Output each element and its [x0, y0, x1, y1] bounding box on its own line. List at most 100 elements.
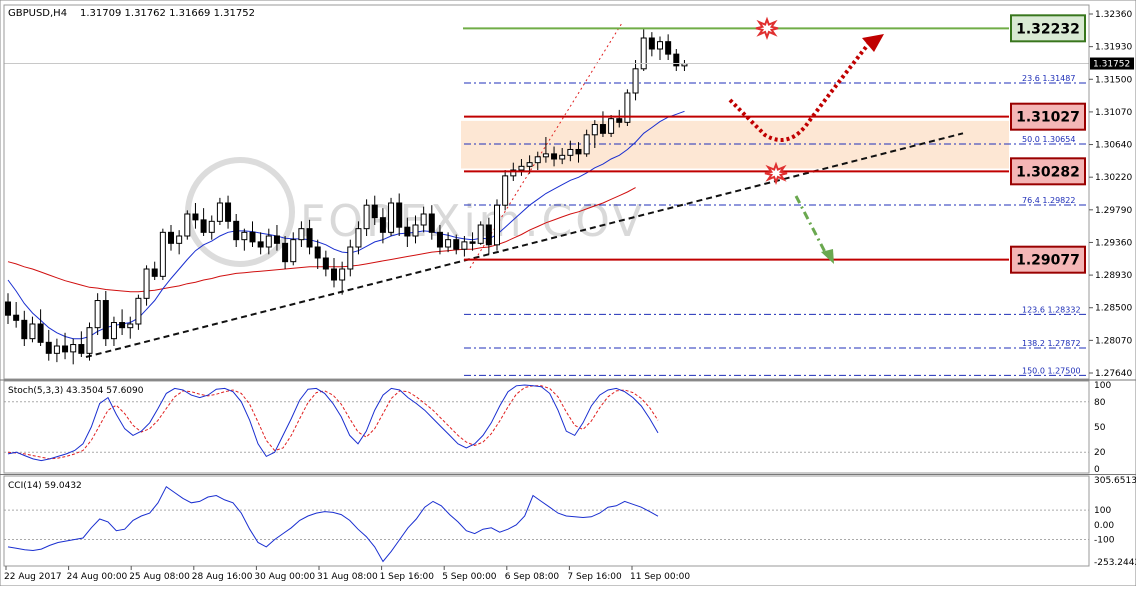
price-tick-label: 1.28930 [1095, 271, 1132, 281]
cci-tick-label: -100 [1094, 536, 1115, 546]
candle [176, 235, 183, 244]
candle [665, 41, 672, 55]
time-tick-label: 1 Sep 16:00 [380, 572, 435, 582]
candle [673, 53, 680, 67]
candle [379, 217, 386, 233]
candle [94, 300, 101, 329]
time-tick-label: 24 Aug 00:00 [67, 572, 128, 582]
time-tick-label: 22 Aug 2017 [4, 572, 62, 582]
candle [583, 134, 590, 155]
candle [322, 257, 329, 270]
price-tick-label: 1.28500 [1095, 304, 1132, 314]
level-label-1.31027: 1.31027 [1016, 110, 1080, 126]
stochastic-tick-label: 80 [1094, 398, 1106, 408]
candle [78, 344, 85, 354]
candle [21, 319, 28, 340]
cci-label: CCI(14) 59.0432 [8, 481, 82, 491]
candle [657, 41, 663, 50]
candle [241, 231, 248, 241]
candle [640, 37, 647, 70]
candle [396, 202, 403, 228]
stochastic-tick-label: 0 [1094, 465, 1100, 475]
cci-line [7, 485, 659, 563]
candle [192, 213, 199, 221]
candle [331, 268, 337, 281]
candle [485, 224, 492, 246]
stochastic-panel [3, 380, 1090, 474]
time-tick-label: 6 Sep 08:00 [505, 572, 560, 582]
cci-panel [3, 475, 1090, 567]
candle [314, 246, 321, 259]
price-tick-label: 1.31070 [1095, 108, 1132, 118]
candle [599, 124, 606, 134]
time-tick-label: 28 Aug 16:00 [192, 572, 253, 582]
projection-up-path [728, 40, 872, 142]
symbol-label: GBPUSD,H4 [8, 8, 67, 19]
candle [510, 169, 517, 177]
price-tick-label: 1.28070 [1095, 336, 1132, 346]
stochastic-tick-label: 20 [1094, 448, 1106, 458]
candle [494, 204, 500, 246]
candle [159, 231, 166, 277]
time-tick-label: 30 Aug 00:00 [254, 572, 315, 582]
candle [257, 241, 264, 248]
candle [371, 204, 378, 219]
cci-tick-label: 100 [1094, 506, 1111, 516]
stochastic-main-line [7, 384, 659, 462]
price-tick-label: 1.32360 [1095, 10, 1132, 20]
candle [5, 301, 11, 316]
candle [119, 322, 126, 329]
fib-label-123.6: 123.6 1.28332 [1022, 305, 1081, 314]
candle [168, 231, 174, 244]
breakout-burst-icon [755, 16, 779, 40]
current-price-label: 1.31752 [1093, 60, 1130, 70]
watermark-ring [185, 157, 295, 267]
candle [62, 345, 69, 353]
candle [151, 268, 158, 277]
candle [290, 239, 297, 263]
candle [70, 344, 77, 353]
candle [102, 300, 109, 340]
candle [453, 239, 460, 250]
candle [616, 118, 623, 123]
candle [184, 213, 191, 237]
candle [249, 231, 256, 243]
cci-tick-label: 0.00 [1094, 521, 1114, 531]
candle [282, 242, 289, 263]
candle [436, 231, 443, 248]
projection-up-arrow-icon [862, 34, 884, 52]
candle [363, 204, 370, 230]
candle [53, 345, 60, 354]
fib-label-76.4: 76.4 1.29822 [1022, 196, 1075, 205]
candle [273, 235, 280, 244]
candle [216, 202, 223, 222]
candle [518, 165, 525, 171]
candle [265, 235, 272, 248]
candle [110, 322, 117, 340]
candle [388, 202, 395, 233]
price-tick-label: 1.30640 [1095, 141, 1132, 151]
fib-label-138.2: 138.2 1.27872 [1022, 339, 1081, 348]
price-tick-label: 1.29790 [1095, 206, 1132, 216]
candle [306, 228, 313, 248]
candle [412, 224, 419, 237]
candle [143, 268, 150, 299]
candle [200, 219, 207, 233]
fib-label-23.6: 23.6 1.31487 [1022, 74, 1075, 83]
candle [608, 118, 615, 134]
candle [575, 148, 582, 155]
candle [632, 68, 639, 94]
candle [86, 327, 93, 354]
time-tick-label: 7 Sep 16:00 [567, 572, 622, 582]
main-panel [3, 4, 1090, 380]
candle [127, 323, 134, 329]
current-price-box [1090, 57, 1134, 70]
candle [469, 241, 476, 244]
level-label-1.29077: 1.29077 [1016, 253, 1080, 269]
support-burst-icon [764, 161, 788, 185]
stochastic-tick-label: 100 [1094, 381, 1111, 391]
candle [339, 268, 346, 281]
price-zone [461, 120, 1009, 169]
candle [526, 162, 533, 167]
